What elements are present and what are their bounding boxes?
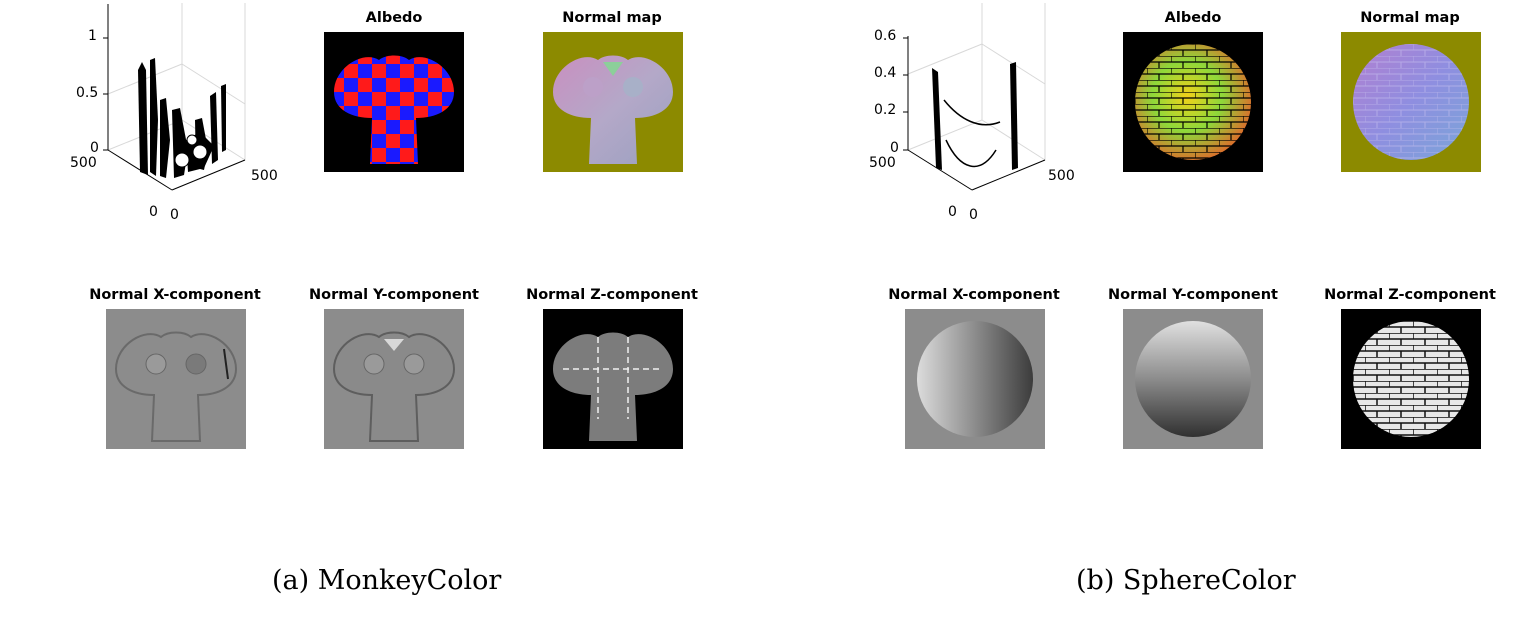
- albedo-image: [324, 32, 464, 172]
- right-axis-tick-label: 500: [251, 168, 278, 184]
- z-tick-label: 0: [90, 140, 99, 156]
- normal-y-title: Normal Y-component: [309, 287, 479, 303]
- right-axis-tick-label: 500: [1048, 168, 1075, 184]
- normal-x-title: Normal X-component: [89, 287, 261, 303]
- albedo-title: Albedo: [365, 10, 423, 26]
- albedo-title: Albedo: [1164, 10, 1222, 26]
- normal-map-title: Normal map: [562, 10, 662, 26]
- normal-y-image: [324, 309, 464, 449]
- right-axis-tick-label: 0: [170, 207, 179, 223]
- top-crop-edge: [0, 0, 1534, 3]
- normal-z-image: [1341, 309, 1481, 449]
- z-tick-label: 0: [890, 140, 899, 156]
- right-axis-tick-label: 0: [969, 207, 978, 223]
- left-axis-tick-label: 500: [869, 155, 896, 171]
- normal-y-image: [1123, 309, 1263, 449]
- normal-z-image: [543, 309, 683, 449]
- z-tick-label: 0.5: [76, 85, 99, 101]
- normal-z-title: Normal Z-component: [1324, 287, 1496, 303]
- z-tick-label: 0.2: [874, 102, 897, 118]
- normal-map-image: [1341, 32, 1481, 172]
- left-axis-tick-label: 0: [948, 204, 957, 220]
- z-tick-label: 0.4: [874, 65, 897, 81]
- normal-x-image: [905, 309, 1045, 449]
- normal-x-title: Normal X-component: [888, 287, 1060, 303]
- left-axis-tick-label: 0: [149, 204, 158, 220]
- normal-map-title: Normal map: [1360, 10, 1460, 26]
- normal-z-title: Normal Z-component: [526, 287, 698, 303]
- surface-plot-3d-b: [903, 0, 1046, 191]
- surface-plot-3d-a: [103, 0, 246, 191]
- z-tick-label: 1: [88, 28, 97, 44]
- normal-y-title: Normal Y-component: [1108, 287, 1278, 303]
- albedo-image: [1123, 32, 1263, 172]
- normal-x-image: [106, 309, 246, 449]
- normal-map-image: [543, 32, 683, 172]
- left-axis-tick-label: 500: [70, 155, 97, 171]
- caption-a: (a) MonkeyColor: [272, 565, 502, 596]
- z-tick-label: 0.6: [874, 28, 897, 44]
- caption-b: (b) SphereColor: [1076, 565, 1296, 596]
